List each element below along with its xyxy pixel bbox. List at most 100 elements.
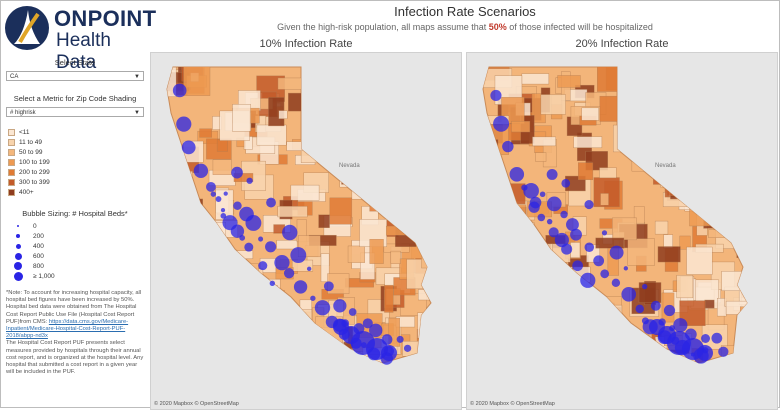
hospital-bubble[interactable] [561,178,571,188]
zip-region[interactable] [732,89,750,117]
hospital-bubble[interactable] [601,230,608,236]
zip-region[interactable] [537,253,555,282]
legend-item[interactable]: 11 to 49 [8,138,42,147]
zip-region[interactable] [396,188,412,204]
hospital-bubble[interactable] [231,166,243,179]
zip-region[interactable] [256,124,287,146]
zip-region[interactable] [704,299,715,309]
zip-region[interactable] [250,319,271,329]
zip-region[interactable] [676,161,699,179]
zip-region[interactable] [669,140,699,163]
zip-region[interactable] [244,287,267,317]
zip-region[interactable] [653,135,672,148]
zip-region[interactable] [240,298,250,309]
zip-region[interactable] [412,129,423,142]
hospital-bubble[interactable] [246,177,253,184]
zip-region[interactable] [482,223,493,246]
zip-region[interactable] [240,293,259,310]
zip-region[interactable] [401,69,423,90]
zip-region[interactable] [500,362,513,388]
zip-region[interactable] [351,77,377,106]
zip-region[interactable] [558,332,571,347]
zip-region[interactable] [663,234,674,249]
zip-region[interactable] [212,159,232,175]
zip-region[interactable] [648,131,667,151]
hospital-bubble[interactable] [600,269,610,279]
zip-region[interactable] [277,77,302,90]
zip-region[interactable] [532,136,556,147]
zip-region[interactable] [736,359,747,382]
zip-region[interactable] [686,166,706,188]
zip-region[interactable] [679,235,691,250]
legend-item[interactable]: <11 [8,128,30,137]
zip-region[interactable] [487,205,513,230]
zip-region[interactable] [726,103,741,116]
zip-region[interactable] [403,177,427,194]
zip-region[interactable] [479,178,500,190]
zip-region[interactable] [243,274,259,290]
zip-region[interactable] [625,113,636,126]
zip-region[interactable] [599,167,617,179]
hospital-bubble[interactable] [215,196,222,202]
zip-region[interactable] [733,360,750,380]
zip-region[interactable] [408,128,422,156]
zip-region[interactable] [681,102,694,128]
hospital-bubble[interactable] [697,345,713,361]
hospital-bubble[interactable] [258,261,268,271]
zip-region[interactable] [365,121,382,148]
hospital-bubble[interactable] [220,213,227,219]
zip-region[interactable] [351,350,361,378]
hospital-bubble[interactable] [566,218,579,231]
zip-region[interactable] [196,234,212,248]
hospital-bubble[interactable] [663,304,676,317]
zip-region[interactable] [521,73,550,85]
zip-region[interactable] [728,156,752,177]
zip-region[interactable] [262,346,282,371]
zip-region[interactable] [534,359,557,373]
zip-region[interactable] [700,141,709,158]
zip-region[interactable] [284,342,307,360]
hospital-bubble[interactable] [701,334,710,343]
hospital-bubble[interactable] [572,260,583,272]
zip-region[interactable] [633,206,645,224]
hospital-bubble[interactable] [206,181,216,192]
zip-region[interactable] [527,243,538,259]
zip-region[interactable] [577,162,594,181]
zip-region[interactable] [183,296,207,325]
zip-region[interactable] [524,222,535,245]
zip-region[interactable] [512,321,524,343]
zip-region[interactable] [523,252,538,263]
zip-region[interactable] [322,70,332,95]
zip-region[interactable] [551,342,576,353]
hospital-bubble[interactable] [546,169,558,180]
zip-region[interactable] [504,275,533,303]
hospital-bubble[interactable] [570,228,582,241]
zip-region[interactable] [166,305,191,335]
zip-region[interactable] [707,185,717,212]
zip-region[interactable] [361,146,375,166]
zip-region[interactable] [244,359,255,376]
zip-region[interactable] [347,149,367,161]
zip-region[interactable] [162,294,190,315]
zip-region[interactable] [394,121,414,138]
hospital-bubble[interactable] [381,345,397,361]
zip-region[interactable] [717,218,745,233]
zip-region[interactable] [167,340,182,354]
zip-region[interactable] [723,67,750,98]
hospital-bubble[interactable] [176,116,192,132]
zip-region[interactable] [535,152,547,162]
zip-region[interactable] [649,116,675,140]
cms-link[interactable]: https://data.cms.gov/Medicare-Inpatient/… [6,318,129,340]
zip-region[interactable] [686,246,713,275]
zip-region[interactable] [660,86,690,114]
zip-region[interactable] [302,92,325,105]
hospital-bubble[interactable] [528,201,540,213]
legend-item[interactable]: 200 to 299 [8,168,50,177]
hospital-bubble[interactable] [274,255,290,271]
zip-region[interactable] [740,185,769,207]
hospital-bubble[interactable] [560,210,568,219]
zip-region[interactable] [719,209,745,225]
zip-region[interactable] [492,259,523,274]
hospital-bubble[interactable] [369,323,383,338]
zip-region[interactable] [236,263,259,287]
